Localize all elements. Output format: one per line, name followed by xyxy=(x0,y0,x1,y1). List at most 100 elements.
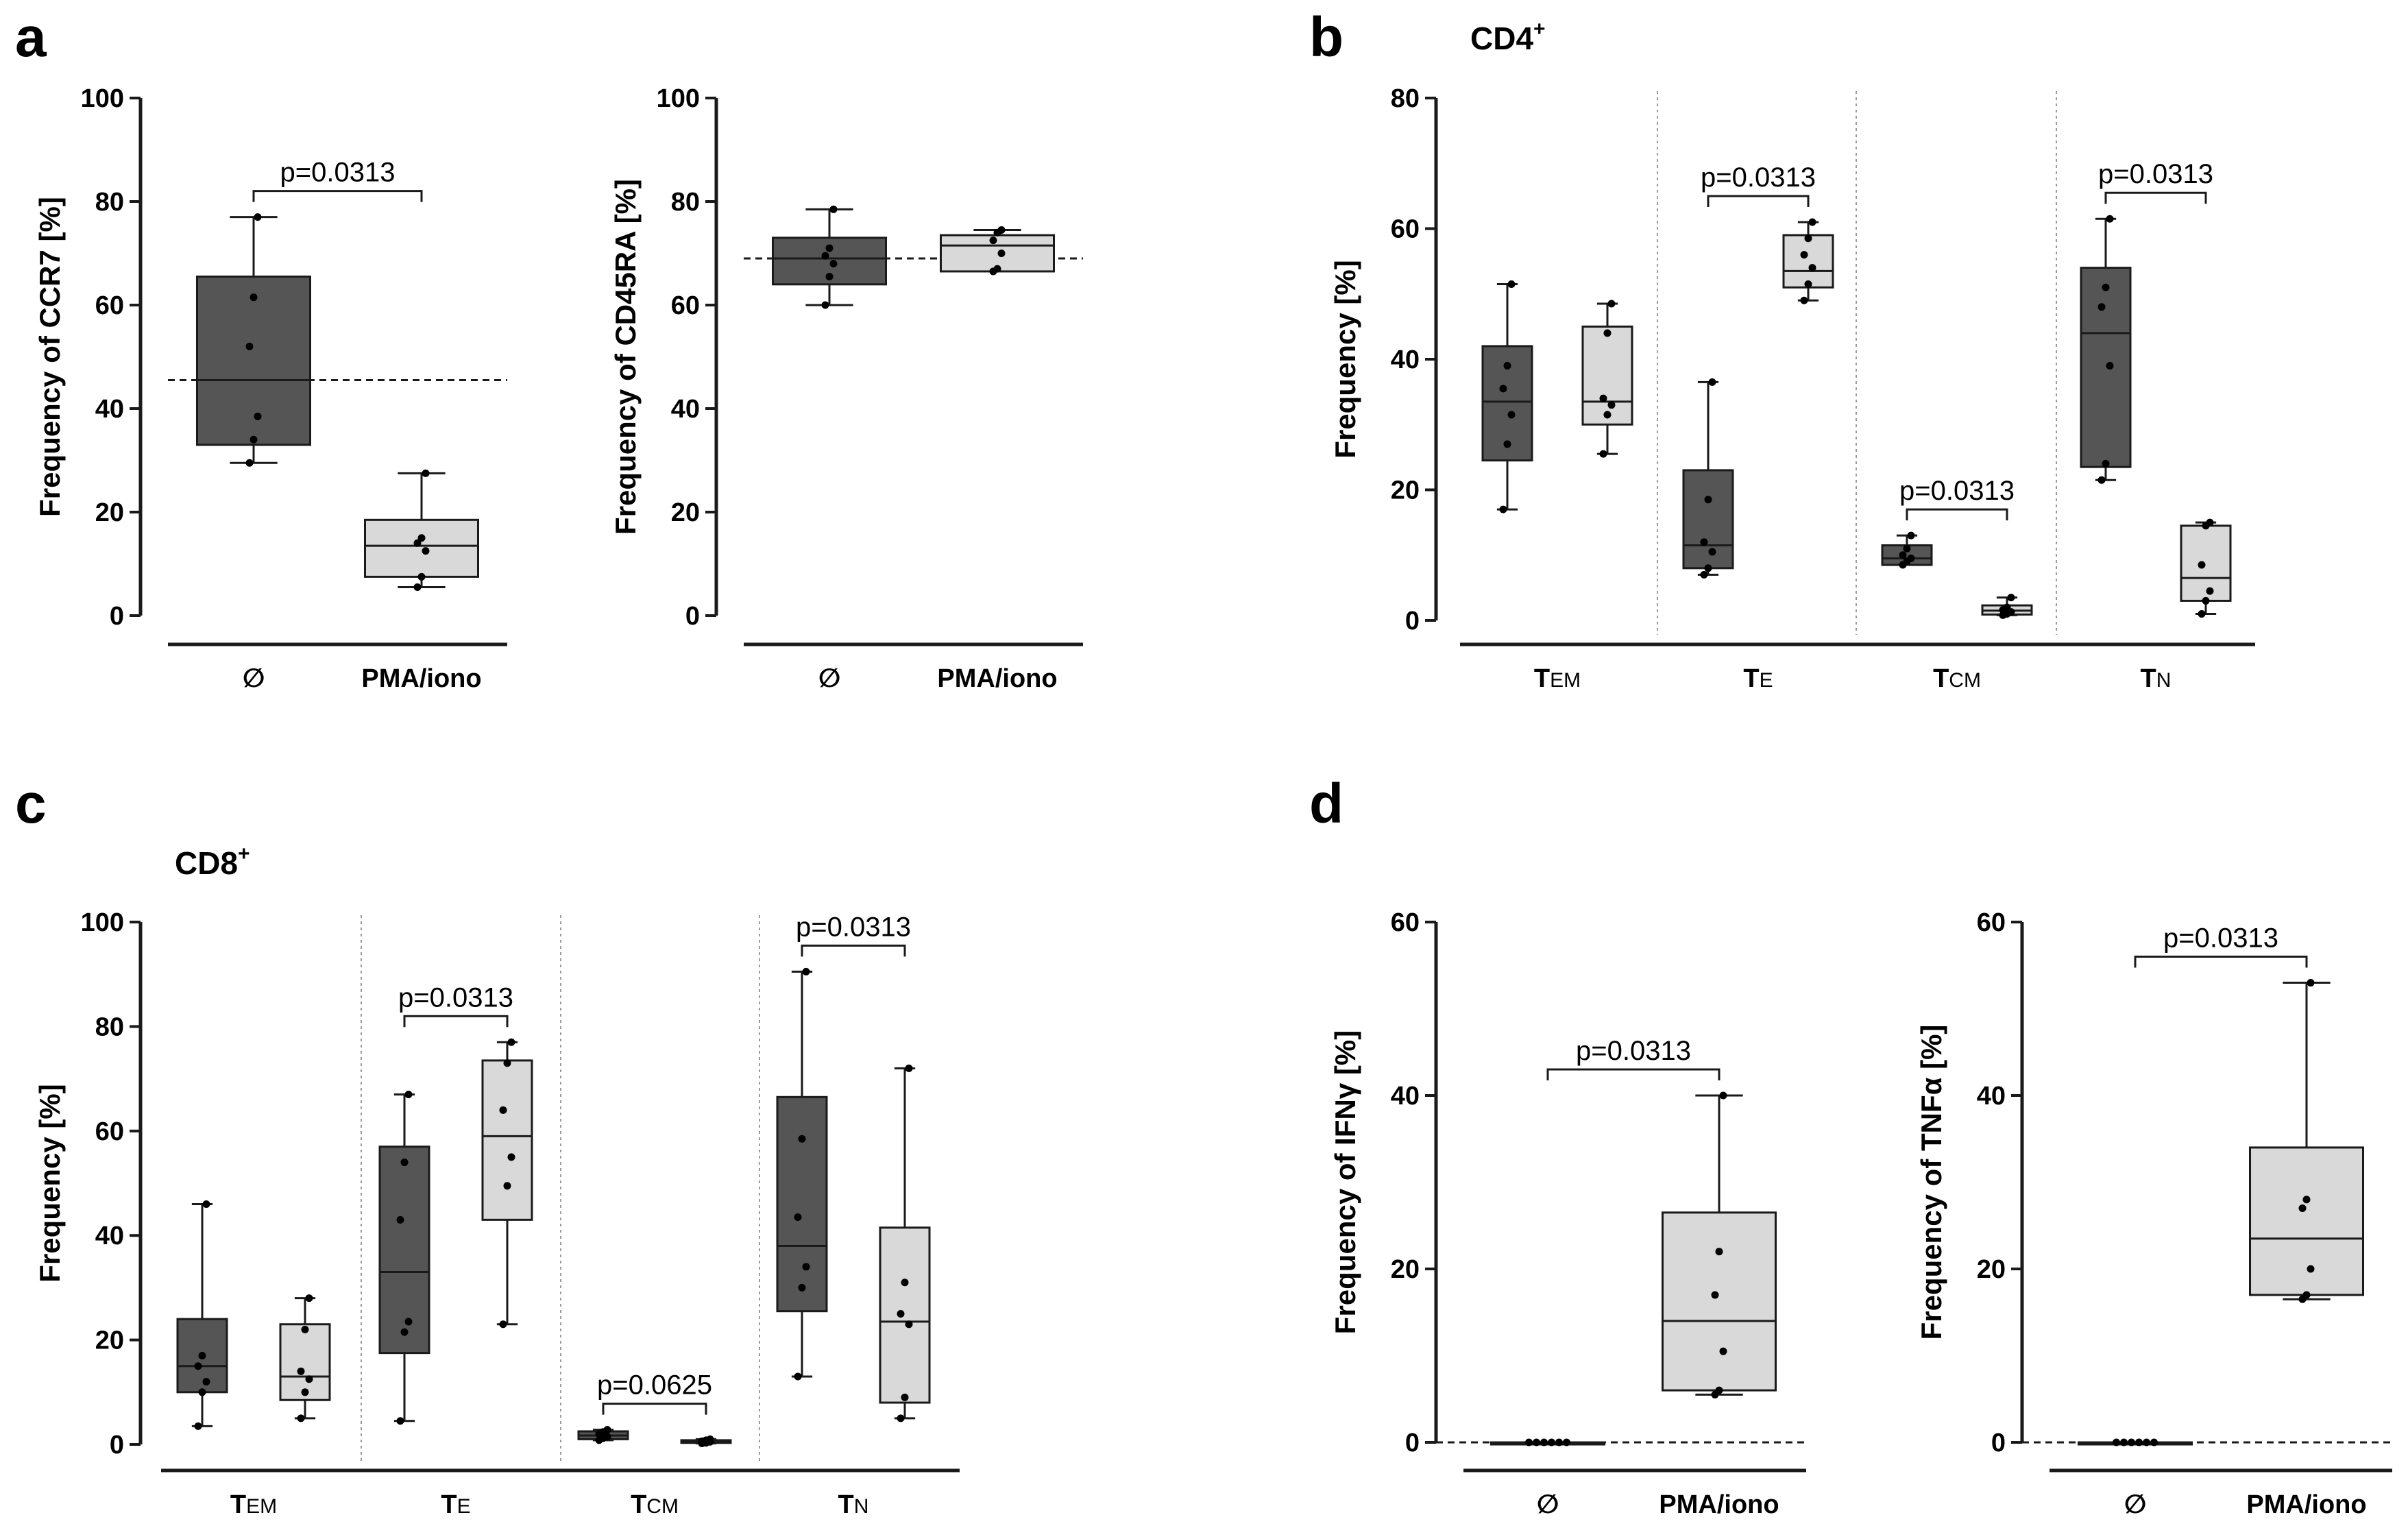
data-point xyxy=(1708,378,1716,386)
y-tick-label: 40 xyxy=(671,395,700,424)
data-point xyxy=(503,1059,511,1067)
y-tick-label: 0 xyxy=(110,1431,124,1460)
x-category-label: PMA/iono xyxy=(361,664,481,693)
data-point xyxy=(2120,1438,2128,1446)
significance-bracket: p=0.0313 xyxy=(1899,476,2015,521)
data-point xyxy=(396,1417,404,1425)
data-point xyxy=(301,1388,309,1396)
data-point xyxy=(198,1351,206,1359)
box-group-unstimulated xyxy=(1481,280,1533,513)
box-iqr xyxy=(1662,1211,1777,1392)
box-group-stimulated xyxy=(1782,218,1834,304)
data-point xyxy=(297,1414,305,1422)
box-iqr xyxy=(879,1226,931,1404)
p-value-label: p=0.0313 xyxy=(2098,159,2213,189)
box-iqr xyxy=(279,1323,331,1401)
x-category-label: TE xyxy=(1743,664,1773,693)
x-category-sub: CM xyxy=(1949,669,1981,692)
data-point xyxy=(829,260,838,268)
y-axis-label: Frequency [%] xyxy=(1329,260,1361,458)
data-point xyxy=(507,1153,515,1161)
x-category-sub: N xyxy=(854,1495,869,1518)
y-axis-label: Frequency of CD45RA [%] xyxy=(609,179,642,535)
data-point xyxy=(245,342,254,350)
y-axis-label: Frequency of CCR7 [%] xyxy=(34,197,66,517)
y-tick-label: 20 xyxy=(95,498,124,527)
data-point xyxy=(706,1435,714,1443)
box-group-stimulated xyxy=(2249,979,2364,1303)
data-point xyxy=(1708,548,1716,556)
p-value-label: p=0.0313 xyxy=(1576,1036,1691,1066)
y-tick-label: 20 xyxy=(671,498,700,527)
data-point xyxy=(901,1393,909,1401)
box-group-unstimulated xyxy=(1490,1438,1605,1446)
data-point xyxy=(1499,385,1507,393)
x-category-sub: EM xyxy=(246,1495,277,1518)
data-point xyxy=(2097,476,2106,484)
data-point xyxy=(993,265,1001,273)
box-group-stimulated xyxy=(1581,300,1633,458)
data-point xyxy=(1719,1091,1727,1100)
box-iqr xyxy=(2249,1146,2364,1296)
data-point xyxy=(2206,587,2214,595)
box-group-unstimulated xyxy=(772,205,887,309)
x-category-sub: CM xyxy=(646,1495,679,1518)
data-point xyxy=(499,1320,507,1329)
data-point xyxy=(2307,1265,2315,1273)
data-point xyxy=(2003,603,2011,611)
data-point xyxy=(1804,280,1812,288)
data-point xyxy=(825,244,834,252)
y-tick-label: 100 xyxy=(657,84,700,113)
y-tick-label: 80 xyxy=(95,188,124,217)
data-point xyxy=(1603,329,1612,337)
y-tick-label: 80 xyxy=(671,188,700,217)
box-group-unstimulated xyxy=(1881,531,1933,569)
data-point xyxy=(1548,1438,1555,1446)
box-iqr xyxy=(2180,524,2232,602)
data-point xyxy=(901,1279,909,1287)
bracket-line xyxy=(1906,508,2008,521)
box-iqr xyxy=(1581,325,1633,426)
y-tick-label: 0 xyxy=(1405,1429,1420,1457)
box-group-unstimulated xyxy=(176,1200,228,1430)
data-point xyxy=(202,1378,210,1386)
y-tick-label: 60 xyxy=(1391,908,1420,937)
data-point xyxy=(821,301,829,309)
data-point xyxy=(1525,1438,1533,1446)
data-point xyxy=(603,1426,611,1434)
data-point xyxy=(198,1388,206,1396)
y-tick-label: 20 xyxy=(1977,1255,2006,1284)
data-point xyxy=(1507,280,1516,288)
box-iqr xyxy=(2080,267,2132,468)
data-point xyxy=(2298,1204,2307,1212)
significance-bracket: p=0.0313 xyxy=(1546,1036,1720,1080)
data-point xyxy=(829,205,838,213)
chart-cd45ra: 0 20 40 60 80 100 Frequency of CD45RA [%] ∅ PMA/… xyxy=(609,84,1083,693)
panel-title-cd8-text: CD8 xyxy=(175,845,238,881)
x-category-main: T xyxy=(1933,664,1949,693)
x-category-label: PMA/iono xyxy=(1659,1490,1779,1519)
data-point xyxy=(2150,1438,2158,1446)
data-point xyxy=(422,469,430,477)
data-point xyxy=(2307,979,2315,987)
data-point xyxy=(2135,1438,2143,1446)
data-point xyxy=(2302,1196,2311,1204)
y-tick-label: 20 xyxy=(1391,1255,1420,1284)
data-point xyxy=(305,1294,313,1303)
box-group-stimulated xyxy=(481,1038,533,1329)
p-value-label: p=0.0313 xyxy=(1899,476,2015,506)
data-point xyxy=(250,293,258,302)
data-point xyxy=(1533,1438,1540,1446)
data-point xyxy=(250,435,258,444)
x-category-main: T xyxy=(1743,664,1759,693)
data-point xyxy=(245,459,254,467)
data-point xyxy=(897,1414,905,1422)
data-point xyxy=(802,967,810,976)
box-group-stimulated xyxy=(2180,518,2232,618)
data-point xyxy=(1804,234,1812,243)
box-group-unstimulated xyxy=(1682,378,1734,579)
y-tick-label: 20 xyxy=(1391,476,1420,505)
data-point xyxy=(1503,362,1511,370)
